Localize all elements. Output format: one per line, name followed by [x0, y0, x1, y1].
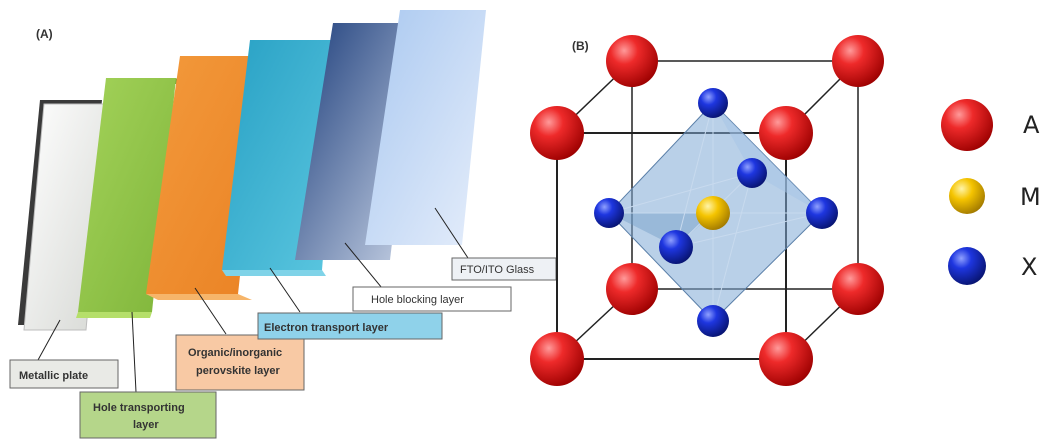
svg-text:Electron transport layer: Electron transport layer	[264, 322, 389, 334]
svg-text:Hole blocking layer: Hole blocking layer	[371, 294, 464, 306]
svg-text:Organic/inorganic: Organic/inorganic	[188, 347, 282, 359]
a-site-atom	[606, 35, 658, 87]
callout-hole-transporting: Hole transporting layer	[79, 391, 217, 439]
callout-perovskite: Organic/inorganic perovskite layer	[175, 334, 305, 391]
layer-hole-transporting	[76, 78, 182, 318]
legend-item-a: A	[941, 99, 1040, 151]
a-site-atom	[832, 35, 884, 87]
panel-b: (B)	[530, 35, 1041, 386]
panel-a: (A)	[9, 10, 557, 439]
svg-text:X: X	[1021, 253, 1037, 281]
svg-text:Hole transporting: Hole transporting	[93, 402, 185, 414]
a-site-atom	[530, 106, 584, 160]
panel-a-label: (A)	[36, 27, 53, 41]
svg-text:FTO/ITO Glass: FTO/ITO Glass	[460, 264, 535, 276]
svg-text:A: A	[1023, 111, 1040, 139]
svg-text:Metallic plate: Metallic plate	[19, 370, 88, 382]
x-site-atom	[659, 230, 693, 264]
panel-b-label: (B)	[572, 39, 589, 53]
red-sphere-icon	[941, 99, 993, 151]
x-site-atom	[737, 158, 767, 188]
svg-text:M: M	[1020, 183, 1041, 211]
callout-metallic-plate: Metallic plate	[9, 359, 119, 389]
a-site-atom	[530, 332, 584, 386]
blue-sphere-icon	[948, 247, 986, 285]
yellow-sphere-icon	[949, 178, 985, 214]
svg-text:layer: layer	[133, 419, 159, 431]
callout-fto-ito-glass: FTO/ITO Glass	[451, 257, 557, 281]
a-site-atom	[759, 332, 813, 386]
m-site-atom	[696, 196, 730, 230]
a-site-atom	[759, 106, 813, 160]
a-site-atom	[832, 263, 884, 315]
a-site-atom	[606, 263, 658, 315]
x-site-atom	[698, 88, 728, 118]
leader-lines	[37, 207, 469, 393]
x-site-atom	[594, 198, 624, 228]
legend-item-x: X	[948, 247, 1037, 285]
legend-item-m: M	[949, 178, 1041, 214]
svg-text:perovskite layer: perovskite layer	[196, 365, 280, 377]
callout-hole-blocking: Hole blocking layer	[352, 286, 512, 312]
x-site-atom	[697, 305, 729, 337]
x-site-atom	[806, 197, 838, 229]
callout-electron-transport: Electron transport layer	[257, 312, 443, 340]
layer-fto-ito-glass	[365, 10, 486, 245]
legend: A M X	[941, 99, 1041, 285]
